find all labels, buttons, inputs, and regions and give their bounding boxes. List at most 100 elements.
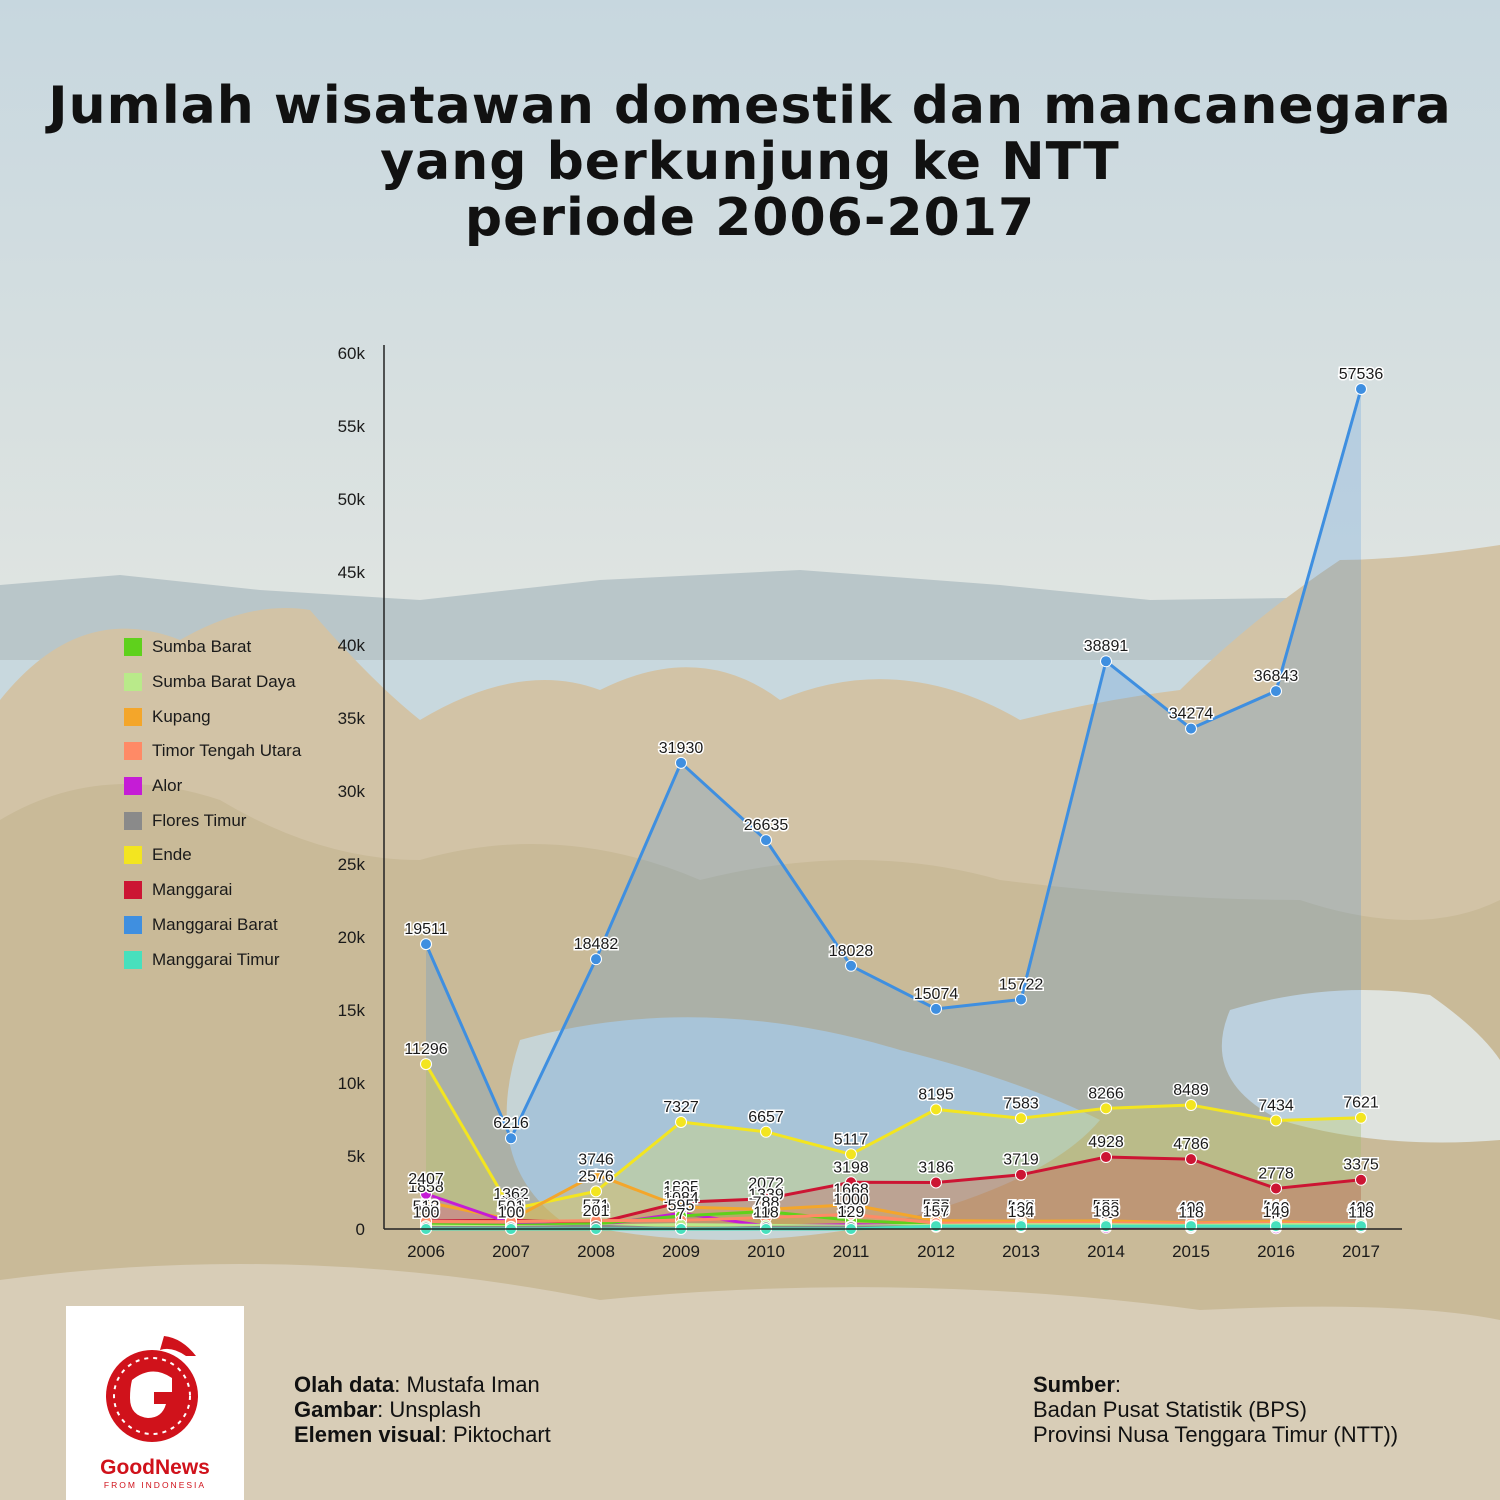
data-label-ende-2012: 8195 <box>918 1086 954 1103</box>
data-label-flores-timur-2010: 118 <box>753 1204 779 1221</box>
data-label-flores-timur-2008: 201 <box>583 1203 610 1220</box>
x-tick-label: 2016 <box>1257 1242 1295 1261</box>
credit-data-label: Olah data <box>294 1372 395 1397</box>
data-label-ende-2006: 11296 <box>404 1041 447 1058</box>
point-ende-2012 <box>930 1103 942 1116</box>
data-label-manggarai-barat-2014: 38891 <box>1084 638 1129 655</box>
legend-item-alor: Alor <box>124 769 301 804</box>
point-manggarai-timur-2015 <box>1185 1220 1197 1233</box>
data-label-ende-2011: 5117 <box>834 1131 869 1148</box>
point-manggarai-2012 <box>930 1176 942 1189</box>
series-areas <box>426 388 1361 1230</box>
legend-swatch <box>124 673 142 692</box>
y-tick-label: 5k <box>347 1147 365 1166</box>
data-label-ende-2017: 7621 <box>1343 1095 1379 1112</box>
data-label-alor-2016: 49 <box>1267 1205 1285 1222</box>
data-label-kupang-2017: 311 <box>1348 1201 1374 1218</box>
data-label-flores-timur-2017: 118 <box>1348 1204 1374 1221</box>
title-line-3: periode 2006-2017 <box>464 188 1036 248</box>
data-label-manggarai-2013: 3719 <box>1003 1152 1039 1169</box>
y-tick-label: 0 <box>356 1220 365 1239</box>
point-ende-2009 <box>675 1116 687 1129</box>
y-tick-label: 40k <box>338 636 366 655</box>
title-line-1: Jumlah wisatawan domestik dan mancanegar… <box>48 76 1452 136</box>
data-label-manggarai-barat-2015: 34274 <box>1169 706 1214 723</box>
point-ende-2015 <box>1185 1099 1197 1112</box>
y-tick-labels: 0 5k 10k 15k 20k 25k 30k 35k 40k 45k 50k 55k 60k <box>338 344 366 1239</box>
data-label-timor-tengah-utara-2017: 400 <box>1348 1200 1375 1217</box>
point-manggarai-barat-2017 <box>1355 382 1367 395</box>
data-label-timor-tengah-utara-2010: 788 <box>753 1194 780 1211</box>
legend-label: Flores Timur <box>152 810 247 830</box>
data-label-kupang-2009: 1505 <box>663 1184 699 1201</box>
data-label-manggarai-2016: 2778 <box>1258 1165 1294 1182</box>
legend-item-sumba-barat-daya: Sumba Barat Daya <box>124 665 301 700</box>
logo-name: GoodNews <box>100 1456 210 1479</box>
data-label-flores-timur-2009: 7 <box>677 1206 686 1223</box>
legend-swatch <box>124 950 142 969</box>
legend-item-manggarai-timur: Manggarai Timur <box>124 942 301 977</box>
data-label-manggarai-2006: 550 <box>413 1198 440 1215</box>
data-label-manggarai-barat-2017: 57536 <box>1339 366 1384 383</box>
x-tick-label: 2015 <box>1172 1242 1210 1261</box>
point-manggarai-barat-2008 <box>590 953 602 966</box>
credit-data-value: : Mustafa Iman <box>394 1372 540 1397</box>
legend-item-manggarai: Manggarai <box>124 873 301 908</box>
data-label-alor-2011: 300 <box>838 1202 865 1219</box>
legend-label: Timor Tengah Utara <box>152 741 302 761</box>
data-label-timor-tengah-utara-2014: 400 <box>1093 1200 1120 1217</box>
legend-label: Manggarai <box>152 880 233 900</box>
legend-label: Manggarai Timur <box>152 949 280 969</box>
area-ende <box>426 1064 1361 1229</box>
x-tick-label: 2011 <box>833 1242 870 1261</box>
title-line-2: yang berkunjung ke NTT <box>380 132 1120 192</box>
x-tick-labels: 2006 2007 2008 2009 2010 2011 2012 2013 2014 2015… <box>407 1242 1380 1261</box>
y-tick-label: 55k <box>338 417 366 436</box>
point-ende-2016 <box>1270 1114 1282 1127</box>
legend-item-flores-timur: Flores Timur <box>124 803 301 838</box>
series-lines <box>424 388 1363 1231</box>
data-label-flores-timur-2006: 100 <box>413 1205 440 1222</box>
legend-label: Sumba Barat <box>152 637 252 657</box>
legend-swatch <box>124 915 142 934</box>
data-label-kupang-2013: 527 <box>1008 1198 1035 1215</box>
point-alor-2006 <box>420 1187 432 1200</box>
data-label-flores-timur-2012: 157 <box>923 1204 950 1221</box>
x-tick-label: 2014 <box>1087 1242 1125 1261</box>
legend-item-timor-tengah-utara: Timor Tengah Utara <box>124 734 301 769</box>
point-ende-2010 <box>760 1125 772 1138</box>
data-label-alor-2012: 200 <box>923 1203 950 1220</box>
x-tick-label: 2007 <box>492 1242 530 1261</box>
data-label-ende-2007: 1362 <box>493 1186 529 1203</box>
point-manggarai-2013 <box>1015 1168 1027 1181</box>
legend-label: Manggarai Barat <box>152 914 278 934</box>
data-label-manggarai-2011: 3198 <box>833 1159 869 1176</box>
data-label-timor-tengah-utara-2009: 595 <box>668 1197 695 1214</box>
legend-label: Ende <box>152 845 192 865</box>
x-tick-label: 2006 <box>407 1242 445 1261</box>
line-timor-tengah-utara <box>425 1212 1361 1225</box>
line-ende <box>424 1063 1362 1211</box>
point-manggarai-timur-2013 <box>1015 1220 1027 1233</box>
data-label-manggarai-2010: 2072 <box>748 1176 784 1193</box>
data-label-timor-tengah-utara-2016: 400 <box>1263 1200 1290 1217</box>
point-ende-2017 <box>1355 1111 1367 1124</box>
point-manggarai-2011 <box>845 1176 857 1189</box>
chart-title: Jumlah wisatawan domestik dan mancanegar… <box>0 78 1500 246</box>
legend-swatch <box>124 777 142 796</box>
data-label-flores-timur-2015: 118 <box>1178 1204 1204 1221</box>
point-manggarai-2017 <box>1355 1173 1367 1186</box>
point-ende-2014 <box>1100 1102 1112 1115</box>
chart-legend: Sumba Barat Sumba Barat Daya Kupang Timor T… <box>124 630 301 977</box>
garuda-logo-icon <box>106 1336 198 1442</box>
data-label-kupang-2006: 1858 <box>408 1179 444 1196</box>
point-manggarai-timur-2012 <box>930 1220 942 1233</box>
data-label-ende-2010: 6657 <box>748 1109 784 1126</box>
credit-visual-label: Elemen visual <box>294 1422 441 1447</box>
data-label-manggarai-2012: 3186 <box>918 1159 954 1176</box>
point-manggarai-barat-2009 <box>675 756 687 769</box>
goodnews-logo: GoodNews FROM INDONESIA <box>66 1306 244 1500</box>
logo-subtitle: FROM INDONESIA <box>103 1480 207 1490</box>
